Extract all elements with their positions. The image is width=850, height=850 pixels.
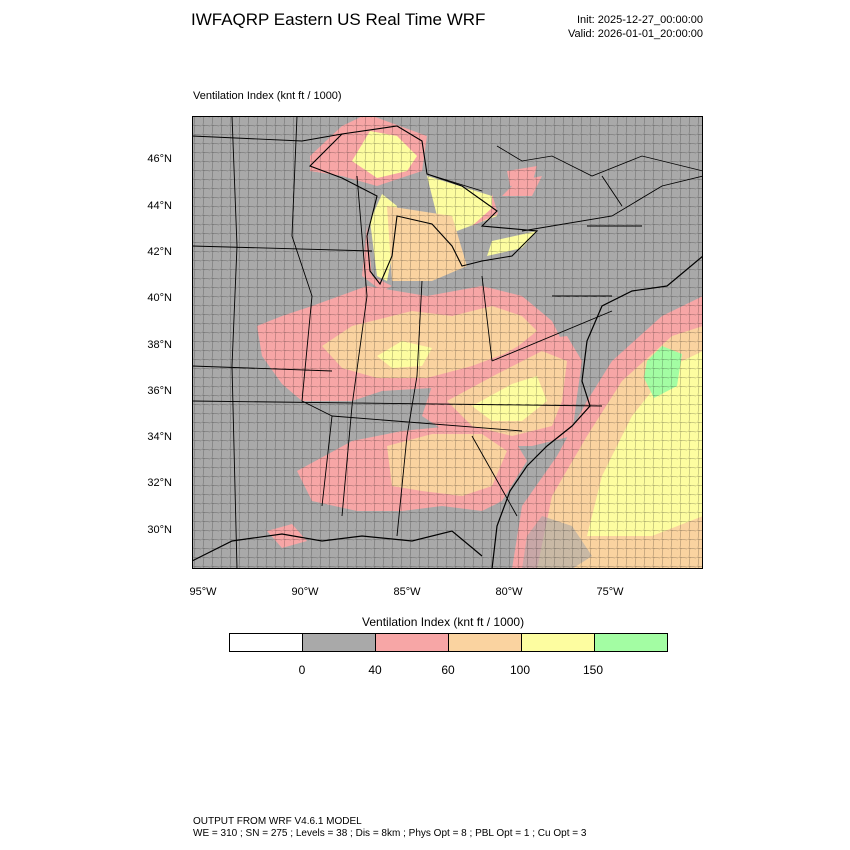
lon-label-90w: 90°W: [291, 586, 319, 598]
colorbar-swatch: [230, 634, 303, 651]
lon-label-80w: 80°W: [495, 586, 523, 598]
colorbar-swatch: [449, 634, 522, 651]
lat-label-44n: 44°N: [147, 200, 172, 212]
ventilation-index-map: [192, 116, 703, 569]
gulf-coastline: [192, 530, 483, 562]
colorbar-title: Ventilation Index (knt ft / 1000): [362, 615, 525, 629]
lat-label-38n: 38°N: [147, 339, 172, 351]
lat-label-40n: 40°N: [147, 292, 172, 304]
great-lakes-outline: [309, 125, 539, 286]
footer-line-2: WE = 310 ; SN = 275 ; Levels = 38 ; Dis …: [193, 828, 587, 839]
county-lines: [192, 116, 703, 569]
canada-outline: [496, 145, 703, 177]
colorbar-swatch: [522, 634, 595, 651]
lat-label-30n: 30°N: [147, 524, 172, 536]
colorbar-tick-150: 150: [582, 663, 604, 677]
colorbar-tick-40: 40: [368, 663, 382, 677]
field-label: Ventilation Index (knt ft / 1000): [193, 90, 342, 102]
colorbar: [229, 633, 668, 652]
canada-border: [192, 133, 703, 232]
lat-label-46n: 46°N: [147, 153, 172, 165]
colorbar-tick-100: 100: [509, 663, 531, 677]
run-time-info: Init: 2025-12-27_00:00:00 Valid: 2026-01…: [568, 13, 703, 41]
lat-label-42n: 42°N: [147, 246, 172, 258]
colorbar-swatch: [595, 634, 667, 651]
lat-label-36n: 36°N: [147, 385, 172, 397]
state-borders: [192, 116, 642, 569]
colorbar-swatch: [303, 634, 376, 651]
valid-time: Valid: 2026-01-01_20:00:00: [568, 28, 703, 40]
colorbar-swatch: [376, 634, 449, 651]
lon-label-95w: 95°W: [189, 586, 217, 598]
init-time: Init: 2025-12-27_00:00:00: [577, 14, 703, 26]
lon-label-85w: 85°W: [393, 586, 421, 598]
lat-label-34n: 34°N: [147, 431, 172, 443]
model-footer: OUTPUT FROM WRF V4.6.1 MODEL WE = 310 ; …: [193, 816, 586, 840]
plot-title: IWFAQRP Eastern US Real Time WRF: [191, 10, 486, 29]
colorbar-tick-60: 60: [441, 663, 455, 677]
lat-label-32n: 32°N: [147, 477, 172, 489]
lon-label-75w: 75°W: [596, 586, 624, 598]
colorbar-tick-0: 0: [298, 663, 306, 677]
footer-line-1: OUTPUT FROM WRF V4.6.1 MODEL: [193, 816, 362, 827]
